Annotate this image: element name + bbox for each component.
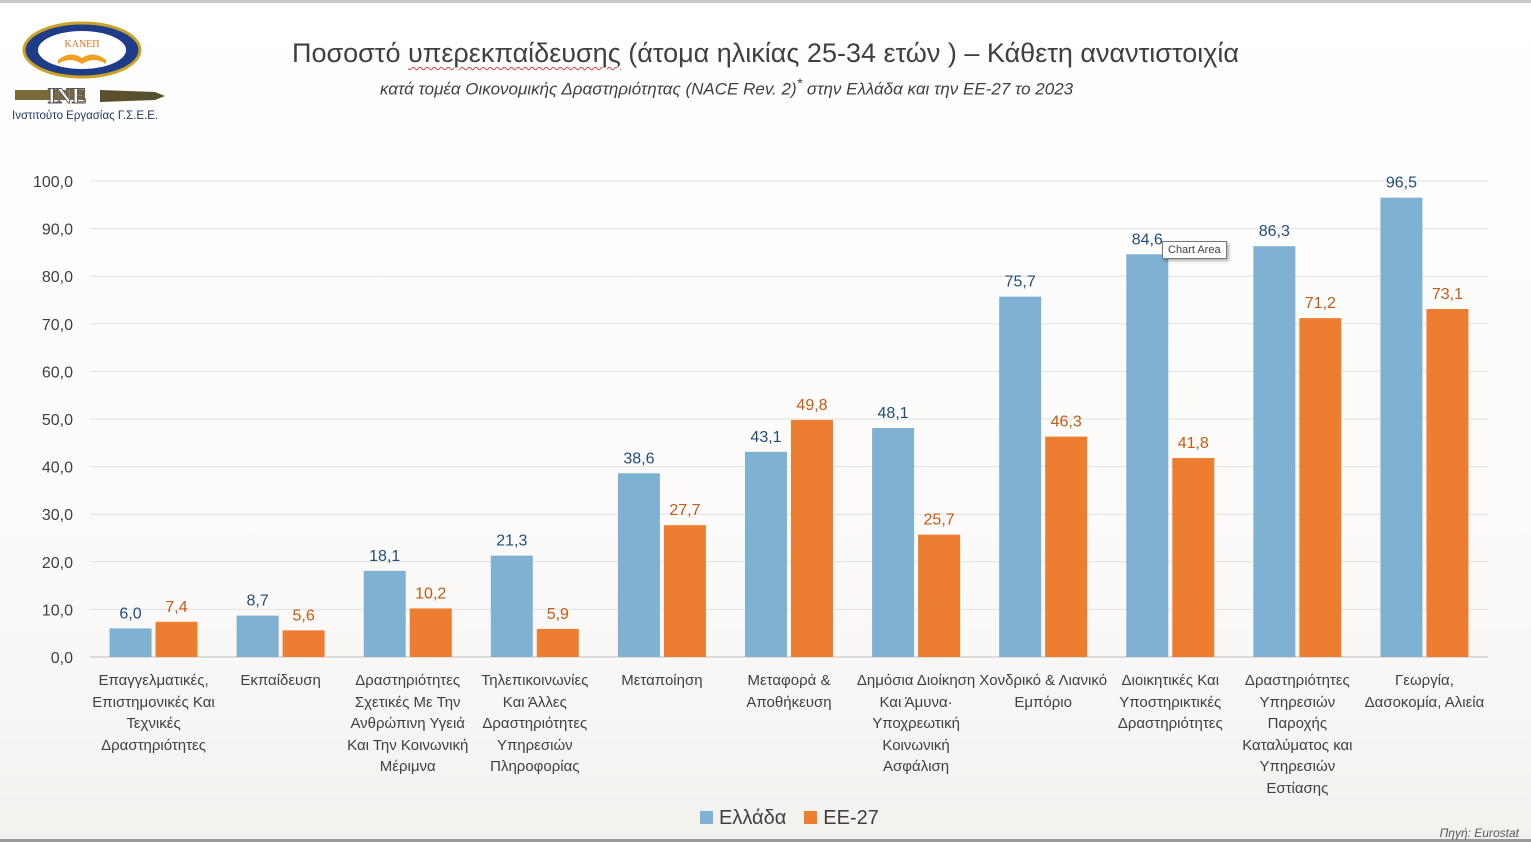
x-tick-label: Τηλεπικοινωνίες Και Άλλες Δραστηριότητες…: [481, 672, 589, 775]
top-border: [0, 0, 1531, 3]
bar-eu27: [1172, 458, 1215, 657]
seal-text: ΚΑΝΕΠ: [65, 39, 100, 50]
data-label: 10,2: [415, 585, 446, 602]
y-tick-label: 10,0: [42, 602, 73, 619]
subtitle-part: στην Ελλάδα και την ΕΕ-27 το 2023: [802, 79, 1074, 99]
x-tick-label: Δραστηριότητες Υπηρεσιών Παροχής Καταλύμ…: [1242, 672, 1353, 797]
bar-eu27: [1299, 318, 1342, 657]
data-label: 25,7: [924, 512, 955, 529]
data-label: 73,1: [1432, 286, 1463, 303]
legend-label: Ελλάδα: [719, 807, 787, 829]
data-label: 41,8: [1178, 435, 1209, 452]
subtitle-part: κατά τομέα Οικονομικής Δραστηριότητας (N…: [380, 79, 797, 99]
bar-greece: [109, 628, 152, 657]
legend[interactable]: Ελλάδα ΕΕ-27: [700, 807, 879, 830]
bar-eu27: [155, 621, 198, 657]
x-tick-label: Μεταφορά & Αποθήκευση: [746, 672, 832, 711]
data-label: 71,2: [1305, 295, 1336, 312]
subtitle-footnote-mark: *: [796, 76, 803, 92]
y-tick-label: 50,0: [42, 412, 73, 429]
data-label: 27,7: [669, 502, 700, 519]
ine-text: INE: [47, 83, 86, 108]
data-label: 18,1: [369, 548, 400, 565]
bar-eu27: [1426, 309, 1469, 657]
x-tick-label: Επαγγελματικές, Επιστημονικές Και Τεχνικ…: [92, 672, 215, 754]
data-label: 6,0: [119, 605, 141, 622]
logo-caption: Ινστιτούτο Εργασίας Γ.Σ.Ε.Ε.: [12, 110, 159, 122]
source-note: Πηγή: Eurostat: [1439, 826, 1519, 840]
y-tick-label: 20,0: [42, 555, 73, 572]
x-tick-label: Δραστηριότητες Σχετικές Με Την Ανθρώπινη…: [347, 672, 469, 775]
bar-greece: [617, 473, 660, 657]
y-tick-label: 40,0: [42, 460, 73, 477]
bar-eu27: [409, 608, 452, 657]
x-tick-label: Εκπαίδευση: [240, 672, 321, 689]
x-tick-label: Διοικητικές Και Υποστηρικτικές Δραστηριό…: [1117, 672, 1223, 732]
data-label: 5,6: [293, 607, 315, 624]
y-tick-label: 0,0: [51, 650, 73, 667]
y-tick-label: 100,0: [33, 174, 73, 191]
logo: ΚΑΝΕΠ INE: [10, 20, 170, 130]
data-label: 8,7: [247, 593, 269, 610]
bar-greece: [490, 555, 533, 657]
chart-title: Ποσοστό υπερεκπαίδευσης (άτομα ηλικίας 2…: [0, 38, 1531, 69]
bar-greece: [1380, 197, 1423, 657]
chart-area-tooltip: Chart Area: [1162, 241, 1227, 259]
bar-eu27: [663, 525, 706, 657]
bar-greece: [872, 428, 915, 657]
bar-eu27: [918, 534, 961, 657]
data-label: 49,8: [796, 397, 827, 414]
y-tick-label: 60,0: [42, 364, 73, 381]
legend-item-greece[interactable]: Ελλάδα: [700, 807, 786, 830]
y-tick-label: 30,0: [42, 507, 73, 524]
bar-eu27: [536, 628, 579, 657]
title-part: Ποσοστό: [291, 38, 408, 68]
y-tick-label: 70,0: [42, 317, 73, 334]
title-misspelled-word: υπερεκπαίδευσης: [408, 38, 621, 68]
title-part: (άτομα ηλικίας 25-34 ετών ) – Κάθετη ανα…: [620, 38, 1240, 68]
legend-item-eu27[interactable]: ΕΕ-27: [804, 807, 879, 830]
x-tick-label: Γεωργία, Δασοκομία, Αλιεία: [1364, 672, 1485, 711]
x-tick-label: Χονδρικό & Λιανικό Εμπόριο: [979, 672, 1108, 711]
x-tick-label: Μεταποίηση: [621, 672, 703, 689]
bar-greece: [363, 570, 406, 657]
data-label: 86,3: [1259, 223, 1290, 240]
data-label: 84,6: [1132, 231, 1163, 248]
data-label: 96,5: [1386, 175, 1417, 192]
legend-label: ΕΕ-27: [823, 807, 879, 829]
data-label: 7,4: [165, 599, 187, 616]
data-label: 46,3: [1051, 414, 1082, 431]
x-tick-label: Δημόσια Διοίκηση Και Άμυνα· Υποχρεωτική …: [856, 672, 976, 775]
data-label: 75,7: [1005, 274, 1036, 291]
legend-swatch-eu27: [804, 811, 818, 824]
bar-greece: [745, 451, 787, 657]
bar-greece: [1126, 254, 1169, 657]
bar-eu27: [791, 419, 833, 657]
chart-subtitle: κατά τομέα Οικονομικής Δραστηριότητας (N…: [380, 76, 1073, 100]
data-label: 48,1: [878, 405, 909, 422]
data-label: 5,9: [547, 606, 569, 623]
y-tick-label: 80,0: [42, 269, 73, 286]
data-label: 21,3: [496, 533, 527, 550]
bar-eu27: [282, 630, 325, 657]
data-label: 43,1: [750, 429, 781, 446]
y-tick-label: 90,0: [42, 222, 73, 239]
bar-eu27: [1045, 436, 1088, 657]
bar-greece: [1253, 246, 1296, 657]
bar-greece: [999, 296, 1042, 657]
bottom-border: [0, 839, 1531, 842]
bar-greece: [236, 615, 279, 657]
data-label: 38,6: [623, 450, 654, 467]
legend-swatch-greece: [700, 811, 713, 824]
